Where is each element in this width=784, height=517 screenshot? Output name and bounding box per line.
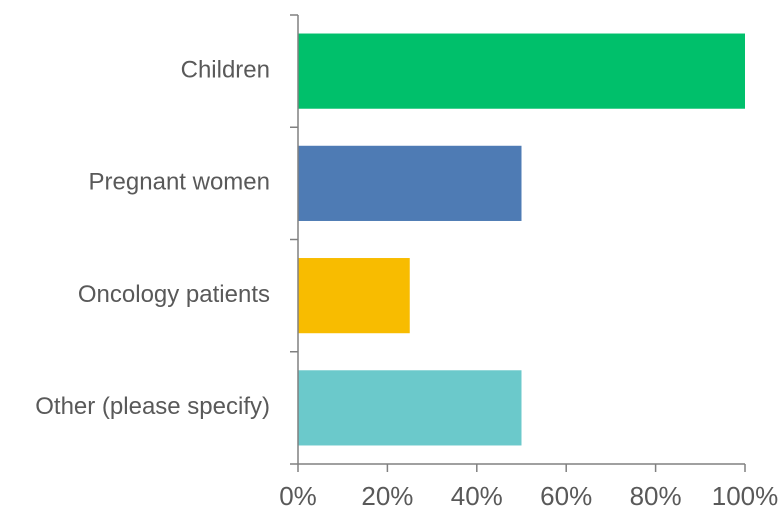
bar-pregnant-women [298,145,522,221]
category-label-other-please-specify: Other (please specify) [35,393,270,420]
bar-oncology-patients [298,258,410,334]
bar-children [298,33,745,109]
axes-layer [290,14,746,472]
x-tick-label: 100% [712,481,779,511]
x-tick-label: 40% [451,481,503,511]
category-label-pregnant-women: Pregnant women [89,169,270,196]
labels-layer: Children Pregnant women Oncology patients O… [35,56,778,511]
x-tick-label: 60% [540,481,592,511]
bars-layer [298,33,745,446]
x-tick-label: 20% [361,481,413,511]
category-label-oncology-patients: Oncology patients [78,281,270,308]
category-label-children: Children [181,56,270,83]
bar-other-please-specify [298,370,522,446]
x-tick-label: 80% [630,481,682,511]
x-tick-label: 0% [279,481,317,511]
